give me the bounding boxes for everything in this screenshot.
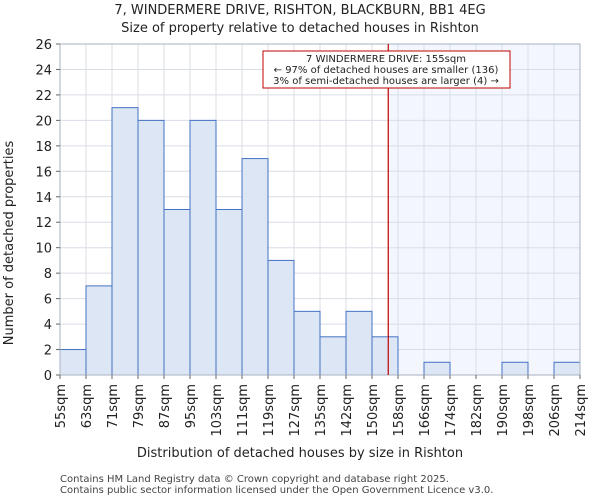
x-tick-label-63sqm: 63sqm (80, 384, 95, 428)
larger-than-property-region (388, 44, 580, 375)
x-axis-ticks: 55sqm 63sqm 71sqm 79sqm 87sqm 95sqm 103sqm 111s… (54, 375, 589, 437)
y-tick-label-24: 24 (35, 63, 52, 78)
footer-line1: Contains HM Land Registry data © Crown c… (60, 474, 449, 485)
x-tick-label-190sqm: 190sqm (496, 384, 511, 437)
bar-87sqm (163, 209, 191, 376)
x-tick-label-87sqm: 87sqm (158, 384, 173, 428)
x-axis-label: Distribution of detached houses by size … (137, 446, 463, 461)
bar-127sqm (293, 310, 321, 376)
bar-166sqm (423, 361, 451, 376)
y-tick-label-22: 22 (35, 89, 52, 104)
y-tick-label-20: 20 (35, 114, 52, 129)
x-tick-label-127sqm: 127sqm (288, 384, 303, 437)
bar-111sqm (241, 158, 269, 376)
chart-title-line2: Size of property relative to detached ho… (121, 21, 479, 36)
annotation-frame (262, 50, 511, 89)
x-tick-label-150sqm: 150sqm (366, 384, 381, 437)
annotation-line2: ← 97% of detached houses are smaller (13… (274, 65, 499, 76)
y-tick-label-4: 4 (44, 318, 52, 333)
x-tick-label-95sqm: 95sqm (184, 384, 199, 428)
chart-title-line1: 7, WINDERMERE DRIVE, RISHTON, BLACKBURN,… (114, 3, 485, 18)
bar-55sqm (59, 349, 87, 376)
x-tick-label-55sqm: 55sqm (54, 384, 69, 428)
bar-63sqm (85, 285, 113, 376)
x-tick-label-79sqm: 79sqm (132, 384, 147, 428)
bar-142sqm (345, 310, 373, 376)
x-tick-label-71sqm: 71sqm (106, 384, 121, 428)
y-tick-label-26: 26 (35, 38, 52, 53)
bar-206sqm (553, 361, 581, 376)
x-tick-label-206sqm: 206sqm (548, 384, 563, 437)
y-tick-label-10: 10 (35, 242, 52, 257)
y-axis-label: Number of detached properties (2, 141, 17, 346)
y-tick-label-16: 16 (35, 165, 52, 180)
x-tick-label-119sqm: 119sqm (262, 384, 277, 437)
x-tick-label-158sqm: 158sqm (392, 384, 407, 437)
y-tick-label-14: 14 (35, 191, 52, 206)
bar-150sqm (371, 336, 399, 376)
y-tick-label-6: 6 (44, 293, 52, 308)
bar-103sqm (215, 209, 243, 376)
y-tick-label-12: 12 (35, 216, 52, 231)
x-tick-label-198sqm: 198sqm (522, 384, 537, 437)
annotation-line3: 3% of semi-detached houses are larger (4… (273, 76, 499, 87)
bar-79sqm (137, 119, 165, 376)
x-tick-label-214sqm: 214sqm (574, 384, 589, 437)
y-tick-label-18: 18 (35, 140, 52, 155)
bar-190sqm (501, 361, 529, 376)
bar-119sqm (267, 259, 295, 376)
x-tick-label-174sqm: 174sqm (444, 384, 459, 437)
x-tick-label-142sqm: 142sqm (340, 384, 355, 437)
annotation-box: 7 WINDERMERE DRIVE: 155sqm ← 97% of deta… (262, 50, 511, 89)
bar-71sqm (111, 107, 139, 376)
bars (59, 107, 581, 376)
y-tick-label-0: 0 (44, 369, 52, 384)
x-tick-label-103sqm: 103sqm (210, 384, 225, 437)
x-tick-label-182sqm: 182sqm (470, 384, 485, 437)
x-tick-label-166sqm: 166sqm (418, 384, 433, 437)
x-tick-label-111sqm: 111sqm (236, 384, 251, 437)
y-tick-label-8: 8 (44, 267, 52, 282)
bar-135sqm (319, 336, 347, 376)
x-tick-label-135sqm: 135sqm (314, 384, 329, 437)
bar-95sqm (189, 119, 217, 376)
annotation-line1: 7 WINDERMERE DRIVE: 155sqm (306, 54, 466, 65)
footer-line2: Contains public sector information licen… (60, 485, 493, 496)
y-tick-label-2: 2 (44, 344, 52, 359)
